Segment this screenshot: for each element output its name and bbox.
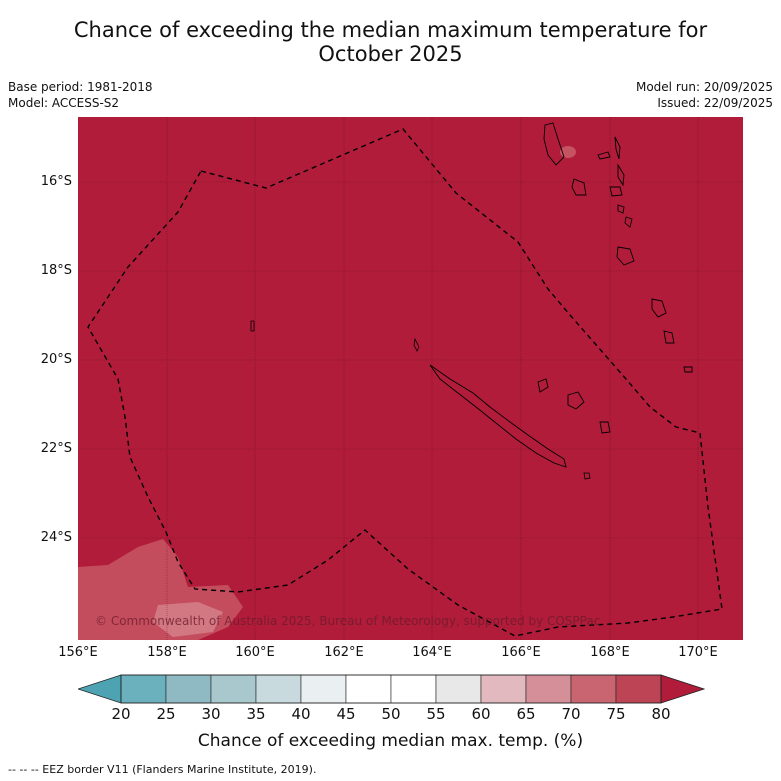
island-ambae	[597, 151, 611, 160]
copyright-notice: © Commonwealth of Australia 2025, Bureau…	[95, 614, 601, 628]
island-walpole	[583, 472, 591, 480]
colorbar-low-arrow	[78, 674, 122, 704]
colorbar-segment-50	[390, 674, 437, 704]
meta-left: Base period: 1981-2018 Model: ACCESS-S2	[8, 79, 153, 111]
island-erromango	[651, 298, 667, 318]
colorbar-tick-20: 20	[111, 705, 131, 723]
colorbar-tick-55: 55	[426, 705, 446, 723]
lon-label-156e: 156°E	[58, 645, 98, 660]
model-name: Model: ACCESS-S2	[8, 96, 120, 110]
map-background	[78, 117, 743, 640]
eez-border	[87, 128, 723, 637]
colorbar	[78, 674, 705, 704]
lon-label-164e: 164°E	[412, 645, 452, 660]
island-loyalty-2	[567, 391, 585, 410]
lat-label-24s: 24°S	[40, 530, 72, 545]
island-ambrym	[609, 186, 623, 197]
island-shepherd	[624, 216, 633, 228]
probability-patch-small	[560, 146, 576, 158]
island-rennell	[250, 320, 255, 332]
colorbar-tick-65: 65	[516, 705, 536, 723]
island-tanna	[663, 330, 675, 344]
lat-label-18s: 18°S	[40, 263, 72, 278]
island-epi	[617, 204, 625, 214]
lat-label-20s: 20°S	[40, 352, 72, 367]
colorbar-segment-35	[255, 674, 302, 704]
island-maewo	[614, 136, 621, 160]
eez-legend: -- -- -- EEZ border V11 (Flanders Marine…	[8, 763, 317, 776]
island-malekula	[571, 178, 587, 196]
map-panel	[78, 117, 743, 640]
lon-label-166e: 166°E	[501, 645, 541, 660]
lat-label-22s: 22°S	[40, 441, 72, 456]
colorbar-tick-45: 45	[336, 705, 356, 723]
colorbar-segment-30	[210, 674, 257, 704]
colorbar-label: Chance of exceeding median max. temp. (%…	[197, 731, 584, 751]
island-pentecost	[617, 163, 625, 187]
colorbar-segment-65	[525, 674, 572, 704]
island-belep	[413, 337, 420, 352]
colorbar-segment-20	[120, 674, 167, 704]
base-period: Base period: 1981-2018	[8, 80, 153, 94]
colorbar-segment-75	[615, 674, 662, 704]
colorbar-segment-40	[300, 674, 347, 704]
lon-label-158e: 158°E	[147, 645, 187, 660]
colorbar-segment-70	[570, 674, 617, 704]
colorbar-tick-70: 70	[561, 705, 581, 723]
colorbar-segment-45	[345, 674, 392, 704]
island-espiritu-santo	[543, 122, 565, 166]
island-loyalty-3	[599, 421, 611, 434]
lon-label-168e: 168°E	[590, 645, 630, 660]
lat-label-16s: 16°S	[40, 174, 72, 189]
model-run: Model run: 20/09/2025	[635, 80, 773, 94]
island-loyalty-1	[537, 378, 549, 393]
colorbar-tick-35: 35	[246, 705, 266, 723]
colorbar-tick-40: 40	[291, 705, 311, 723]
colorbar-tick-25: 25	[156, 705, 176, 723]
lon-label-170e: 170°E	[678, 645, 718, 660]
title-line-1: Chance of exceeding the median maximum t…	[73, 18, 708, 42]
colorbar-tick-60: 60	[471, 705, 491, 723]
meta-right: Model run: 20/09/2025 Issued: 22/09/2025	[636, 79, 773, 111]
colorbar-segment-60	[480, 674, 527, 704]
lon-label-160e: 160°E	[235, 645, 275, 660]
colorbar-frame	[120, 674, 662, 704]
island-new-caledonia	[429, 364, 567, 468]
colorbar-segment-25	[165, 674, 212, 704]
probability-patch-inner	[153, 602, 223, 637]
colorbar-tick-80: 80	[651, 705, 671, 723]
colorbar-segment-55	[435, 674, 482, 704]
colorbar-high-arrow	[660, 674, 705, 704]
graticule	[78, 117, 743, 640]
issued-date: Issued: 22/09/2025	[657, 96, 773, 110]
title-line-2: October 2025	[318, 42, 463, 66]
map-title: Chance of exceeding the median maximum t…	[0, 18, 781, 66]
island-aneityum	[683, 366, 693, 373]
colorbar-tick-30: 30	[201, 705, 221, 723]
colorbar-segments	[120, 674, 662, 704]
lon-label-162e: 162°E	[324, 645, 364, 660]
colorbar-tick-50: 50	[381, 705, 401, 723]
colorbar-tick-75: 75	[606, 705, 626, 723]
island-efate	[616, 246, 635, 266]
